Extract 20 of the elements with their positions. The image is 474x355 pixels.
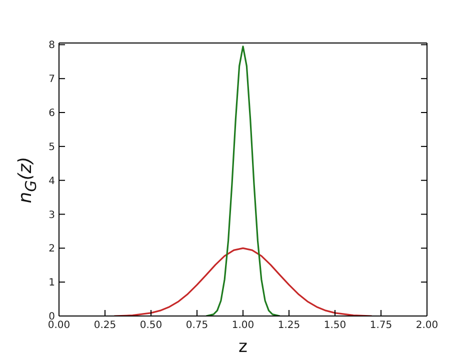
y-tick-label: 3 (48, 210, 55, 221)
y-tick-label: 1 (48, 278, 55, 289)
x-tick-label: 1.00 (232, 320, 254, 332)
y-tick-label: 8 (48, 40, 55, 52)
x-tick-label: 1.50 (324, 320, 346, 332)
x-tick-label: 0.75 (186, 320, 208, 332)
y-tick-label: 2 (48, 244, 55, 255)
x-tick-label: 1.25 (278, 320, 300, 332)
x-tick-label: 2.00 (416, 320, 438, 332)
y-tick-label: 5 (48, 142, 55, 153)
line-series (113, 247, 373, 316)
x-tick-label: 0.50 (140, 320, 162, 332)
x-tick-label: 0.00 (48, 320, 70, 332)
y-tick-label: 7 (48, 74, 55, 86)
x-tick-label: 0.25 (94, 320, 116, 332)
x-tick-label: 1.75 (370, 320, 392, 332)
y-tick-label: 6 (48, 108, 55, 120)
line-series (205, 46, 281, 316)
x-axis-title: z (238, 337, 248, 355)
y-tick-label: 4 (48, 176, 55, 187)
